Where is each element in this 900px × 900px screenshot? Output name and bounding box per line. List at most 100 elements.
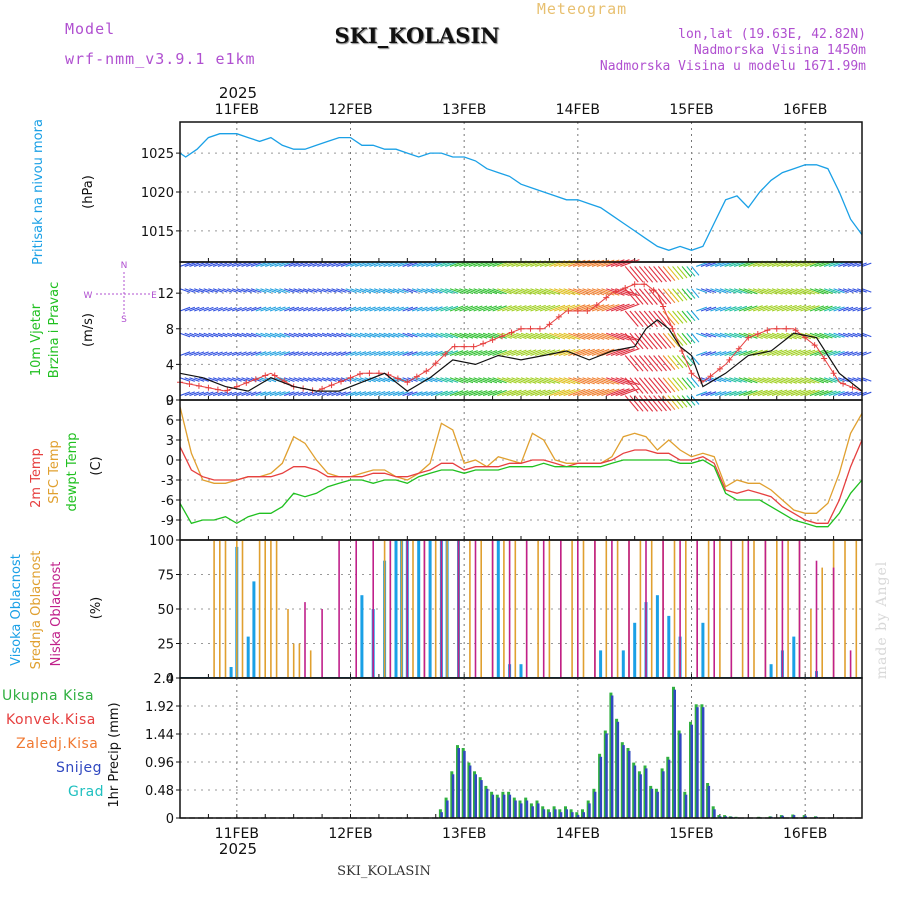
wind-gust-marker [773, 325, 780, 332]
wind-barb [373, 261, 386, 267]
precip-snow-bar [446, 800, 449, 818]
wind-barb [359, 350, 372, 357]
wind-barb [643, 377, 658, 394]
wind-barb [762, 389, 778, 397]
wind-barb [568, 304, 586, 312]
cloud-high-bar [792, 636, 796, 678]
wind-barb [790, 377, 807, 384]
y-tick-label: 1.92 [145, 700, 174, 715]
wind-barb [591, 388, 610, 397]
wind-barb [714, 261, 727, 267]
wind-barb [691, 266, 700, 276]
wind-barb [696, 332, 708, 338]
wind-barb [302, 288, 313, 293]
wind-barb [757, 389, 773, 397]
wind-barb [634, 332, 649, 350]
wind-barb [326, 377, 337, 382]
wind-barb [776, 304, 793, 312]
precip-snow-bar [696, 707, 699, 818]
wind-barb [227, 288, 237, 293]
wind-barb [388, 261, 400, 267]
wind-barb [501, 349, 517, 357]
wind-barb [307, 391, 318, 397]
wind-barb [823, 377, 837, 383]
wind-barb [719, 261, 732, 267]
wind-barb [601, 288, 620, 296]
wind-barb [298, 288, 309, 293]
wind-gust-marker [527, 325, 534, 332]
wind-barb [591, 304, 610, 312]
precip-snow-bar [502, 794, 506, 818]
wind-barb [407, 332, 418, 338]
wind-barb [681, 377, 692, 389]
cloud-low-bar [611, 540, 613, 678]
wind-barb [828, 332, 841, 339]
wind-barb [767, 349, 783, 357]
wind-barb [487, 305, 502, 312]
pressure-line [179, 133, 863, 251]
wind-barb [345, 306, 357, 312]
wind-barb [421, 288, 433, 294]
wind-barb [800, 377, 816, 384]
precipitation-panel: 0 0.48 0.96 1.44 1.92 2.4 [145, 672, 863, 827]
precip-snow-bar [724, 816, 728, 819]
wind-barb [833, 390, 845, 397]
wind-barb [298, 332, 309, 338]
wind-barb [743, 332, 758, 339]
wind-barb [473, 390, 488, 397]
wind-barb [516, 349, 532, 357]
wind-barb [487, 349, 502, 357]
wind-barb [620, 377, 640, 386]
precip-legend-item: Konvek.Kisa [6, 712, 96, 728]
cloud-low-bar [525, 540, 528, 678]
wind-barb [265, 261, 277, 267]
wind-barb [710, 262, 722, 267]
wind-barb [236, 306, 247, 312]
cloud-mid-bar [787, 540, 789, 678]
wind-barb [681, 332, 692, 345]
wind-barb [179, 391, 191, 397]
cloud-mid-bar [855, 540, 858, 678]
precip-snow-bar [537, 803, 540, 818]
wind-barb [478, 377, 493, 384]
precip-legend-item: Snijeg [56, 760, 102, 776]
wind-barb [331, 306, 342, 312]
wind-barb [184, 351, 195, 357]
wind-barb [563, 304, 581, 312]
wind-barb [411, 288, 423, 294]
wind-barb [667, 332, 680, 347]
wind-barb [260, 351, 272, 357]
wind-barb [582, 377, 600, 385]
wind-barb [653, 355, 667, 372]
wind-barb [184, 288, 195, 293]
wind-barb [468, 390, 483, 397]
wind-barb [478, 349, 493, 357]
wind-barb [293, 288, 304, 293]
wind-barb [786, 332, 802, 340]
wind-barb [189, 262, 200, 267]
precip-snow-bar [628, 750, 631, 818]
wind-barb [781, 389, 797, 397]
wind-barb [535, 288, 551, 295]
wind-barb [364, 261, 376, 267]
wind-barb [804, 305, 820, 312]
wind-barb [686, 377, 696, 388]
precip-snow-bar [554, 809, 557, 819]
compass-rose: N S W E [84, 261, 158, 325]
wind-barb [260, 262, 272, 267]
wind-barb [657, 395, 672, 411]
wind-barb [317, 351, 327, 357]
wind-barb [714, 288, 727, 294]
y-tick-label: 1.44 [145, 728, 174, 743]
wind-barb [814, 305, 829, 312]
wind-barb [326, 288, 337, 293]
wind-barb [293, 262, 304, 267]
wind-barb [279, 262, 291, 267]
wind-barb [269, 332, 282, 338]
cloud-mid-bar [383, 540, 386, 678]
cloud-low-bar [577, 540, 579, 678]
bottom-date-label: 16FEB [783, 826, 827, 842]
wind-barb [814, 390, 829, 397]
wind-barb [657, 310, 672, 327]
wind-barb [852, 262, 863, 267]
